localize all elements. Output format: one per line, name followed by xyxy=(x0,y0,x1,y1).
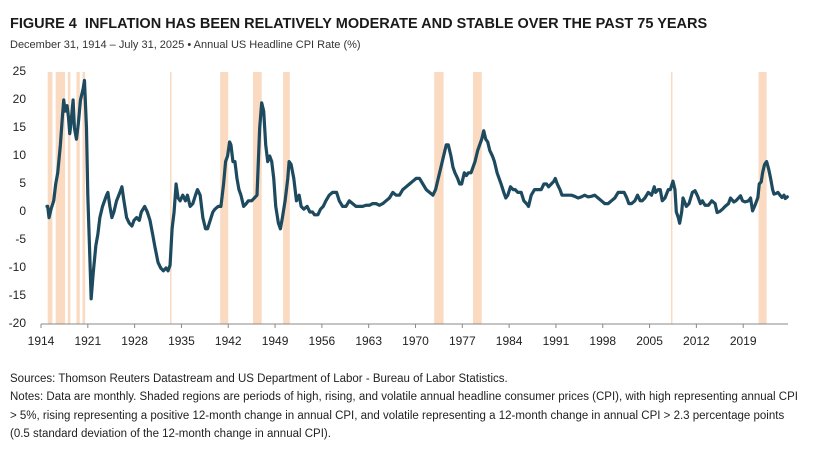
x-tick-label: 1921 xyxy=(74,334,101,348)
x-tick-label: 2012 xyxy=(683,334,710,348)
y-tick-label: 20 xyxy=(13,92,27,106)
chart-title: FIGURE 4 INFLATION HAS BEEN RELATIVELY M… xyxy=(10,16,707,32)
shaded-region xyxy=(758,72,767,324)
x-tick-label: 1935 xyxy=(168,334,195,348)
y-tick-label: -20 xyxy=(9,316,27,330)
x-tick-label: 1963 xyxy=(355,334,382,348)
x-tick-label: 1956 xyxy=(309,334,336,348)
x-tick-label: 1970 xyxy=(402,334,429,348)
x-tick-label: 1942 xyxy=(215,334,242,348)
y-tick-label: 0 xyxy=(19,204,26,218)
y-tick-label: -10 xyxy=(9,260,27,274)
x-tick-label: 1928 xyxy=(121,334,148,348)
shaded-region xyxy=(67,72,71,324)
y-tick-label: 15 xyxy=(13,120,27,134)
data-line xyxy=(45,78,789,301)
shaded-region xyxy=(670,72,673,324)
shaded-region xyxy=(220,72,229,324)
chart: FIGURE 4 INFLATION HAS BEEN RELATIVELY M… xyxy=(9,16,789,348)
axes: -20 -15 -10 -5 0 5 10 15 20 25 1914 1921 1928 1935 194… xyxy=(9,64,788,348)
shaded-region xyxy=(76,72,80,324)
y-tick-label: -5 xyxy=(15,232,26,246)
shaded-region xyxy=(252,72,262,324)
shaded-region xyxy=(55,72,66,324)
x-tick-label: 1949 xyxy=(262,334,289,348)
sources: Sources: Thomson Reuters Datastream and … xyxy=(10,373,508,385)
x-tick-label: 2019 xyxy=(730,334,757,348)
x-tick-label: 1914 xyxy=(28,334,55,348)
y-tick-label: 25 xyxy=(13,64,27,78)
x-tick-label: 1998 xyxy=(589,334,616,348)
shaded-regions xyxy=(47,72,767,324)
shaded-region xyxy=(170,72,172,324)
chart-subtitle: December 31, 1914 – July 31, 2025 • Annu… xyxy=(10,39,361,51)
lines xyxy=(45,78,789,301)
notes: Notes: Data are monthly. Shaded regions … xyxy=(10,391,798,440)
y-tick-label: 10 xyxy=(13,148,27,162)
shaded-region xyxy=(82,72,86,324)
shaded-region xyxy=(434,72,444,324)
x-tick-label: 1984 xyxy=(496,334,523,348)
x-tick-label: 1977 xyxy=(449,334,476,348)
y-tick-label: -15 xyxy=(9,288,27,302)
x-tick-label: 2005 xyxy=(636,334,663,348)
x-tick-label: 1991 xyxy=(543,334,570,348)
shaded-region xyxy=(473,72,482,324)
y-tick-label: 5 xyxy=(19,176,26,190)
shaded-region xyxy=(47,72,53,324)
